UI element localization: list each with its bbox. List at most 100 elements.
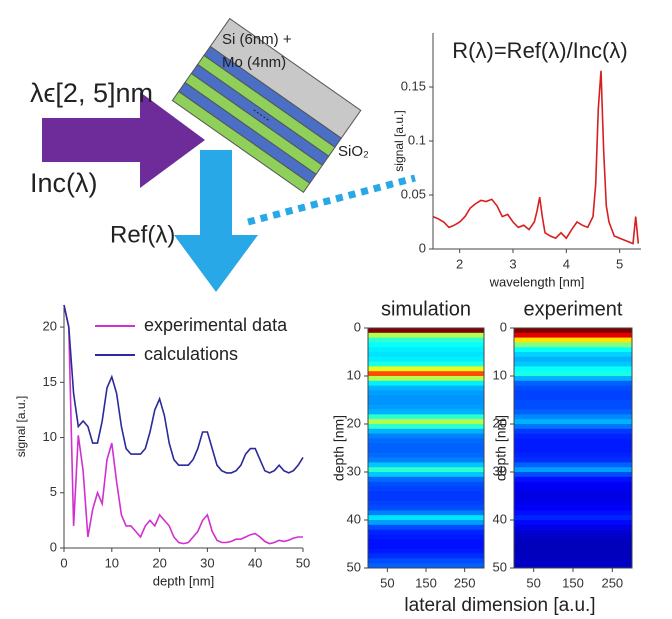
- y-tick-label: 50: [493, 559, 507, 574]
- heat-row: [514, 452, 632, 458]
- heat-row: [514, 448, 632, 454]
- x-tick-label: 50: [526, 575, 540, 590]
- link-line: [247, 174, 416, 226]
- heat-row: [368, 524, 484, 530]
- chart-title: simulation: [381, 298, 471, 320]
- heat-row: [514, 563, 632, 569]
- heat-row: [514, 467, 632, 473]
- heat-row: [368, 347, 484, 353]
- y-tick-label: 50: [347, 559, 361, 574]
- heat-row: [514, 395, 632, 401]
- heat-row: [514, 414, 632, 420]
- x-tick-label: 2: [456, 256, 463, 271]
- range-label: λϵ[2, 5]nm: [30, 78, 153, 108]
- legend-label: calculations: [144, 344, 238, 364]
- heat-row: [368, 424, 484, 430]
- heat-row: [514, 476, 632, 482]
- heat-row: [368, 371, 484, 377]
- heat-row: [514, 409, 632, 415]
- heat-row: [514, 505, 632, 511]
- heat-row: [514, 500, 632, 506]
- heat-row: [514, 558, 632, 564]
- y-tick-label: 40: [493, 511, 507, 526]
- heat-row: [514, 385, 632, 391]
- heat-row: [368, 462, 484, 468]
- y-tick-label: 0: [354, 319, 361, 334]
- heat-row: [368, 476, 484, 482]
- heat-row: [514, 424, 632, 430]
- heat-row: [368, 486, 484, 492]
- heat-row: [368, 496, 484, 502]
- y-tick-label: 20: [347, 415, 361, 430]
- x-axis-label: wavelength [nm]: [489, 274, 585, 289]
- y-axis-label: depth [nm]: [331, 415, 347, 481]
- y-tick-label: 0.1: [408, 132, 426, 147]
- heat-row: [368, 510, 484, 516]
- x-axis-label: lateral dimension [a.u.]: [404, 595, 595, 616]
- heat-row: [368, 390, 484, 396]
- heat-row: [514, 438, 632, 444]
- y-tick-label: 20: [43, 319, 57, 334]
- y-tick-label: 10: [43, 429, 57, 444]
- x-tick-label: 250: [454, 575, 476, 590]
- heat-row: [514, 534, 632, 540]
- legend-label: experimental data: [144, 315, 288, 335]
- heat-row: [514, 462, 632, 468]
- heat-row: [514, 337, 632, 343]
- heat-row: [368, 433, 484, 439]
- reflected-arrow: [174, 150, 258, 292]
- heat-row: [368, 376, 484, 382]
- layer: [171, 90, 311, 193]
- heat-row: [368, 385, 484, 391]
- heat-row: [514, 457, 632, 463]
- incident-label: Inc(λ): [30, 168, 98, 198]
- heat-row: [368, 419, 484, 425]
- x-tick-label: 0: [60, 555, 67, 570]
- heat-row: [514, 553, 632, 559]
- heat-row: [368, 553, 484, 559]
- heat-row: [368, 337, 484, 343]
- y-tick-label: 5: [50, 484, 57, 499]
- heat-row: [368, 500, 484, 506]
- heat-row: [514, 332, 632, 338]
- incident-arrow: [42, 92, 205, 188]
- heat-row: [514, 486, 632, 492]
- y-tick-label: 30: [493, 463, 507, 478]
- x-tick-label: 150: [415, 575, 437, 590]
- x-tick-label: 10: [105, 555, 119, 570]
- heat-row: [514, 544, 632, 550]
- data-line: [63, 304, 304, 474]
- heat-row: [368, 342, 484, 348]
- heat-row: [368, 515, 484, 521]
- heat-row: [514, 496, 632, 502]
- data-line: [63, 304, 303, 545]
- heat-row: [368, 472, 484, 478]
- heat-row: [514, 515, 632, 521]
- heat-row: [514, 419, 632, 425]
- heat-row: [514, 342, 632, 348]
- y-axis-label: signal [a.u.]: [14, 396, 28, 457]
- layer-label: Mo (4nm): [222, 54, 286, 71]
- heat-row: [368, 452, 484, 458]
- data-line: [432, 70, 640, 245]
- heat-row: [514, 510, 632, 516]
- heat-row: [514, 404, 632, 410]
- heat-row: [514, 539, 632, 545]
- heat-row: [368, 380, 484, 386]
- heat-row: [368, 438, 484, 444]
- multilayer: [171, 17, 362, 193]
- heat-row: [368, 481, 484, 487]
- heat-row: [514, 390, 632, 396]
- heat-row: [514, 400, 632, 406]
- x-tick-label: 5: [616, 256, 623, 271]
- y-tick-label: 30: [347, 463, 361, 478]
- y-tick-label: 10: [347, 367, 361, 382]
- y-tick-label: 40: [347, 511, 361, 526]
- heat-row: [514, 524, 632, 530]
- heat-row: [368, 539, 484, 545]
- substrate-label: SiO₂: [338, 143, 369, 160]
- heat-row: [514, 361, 632, 367]
- heat-row: [514, 366, 632, 372]
- heat-row: [514, 428, 632, 434]
